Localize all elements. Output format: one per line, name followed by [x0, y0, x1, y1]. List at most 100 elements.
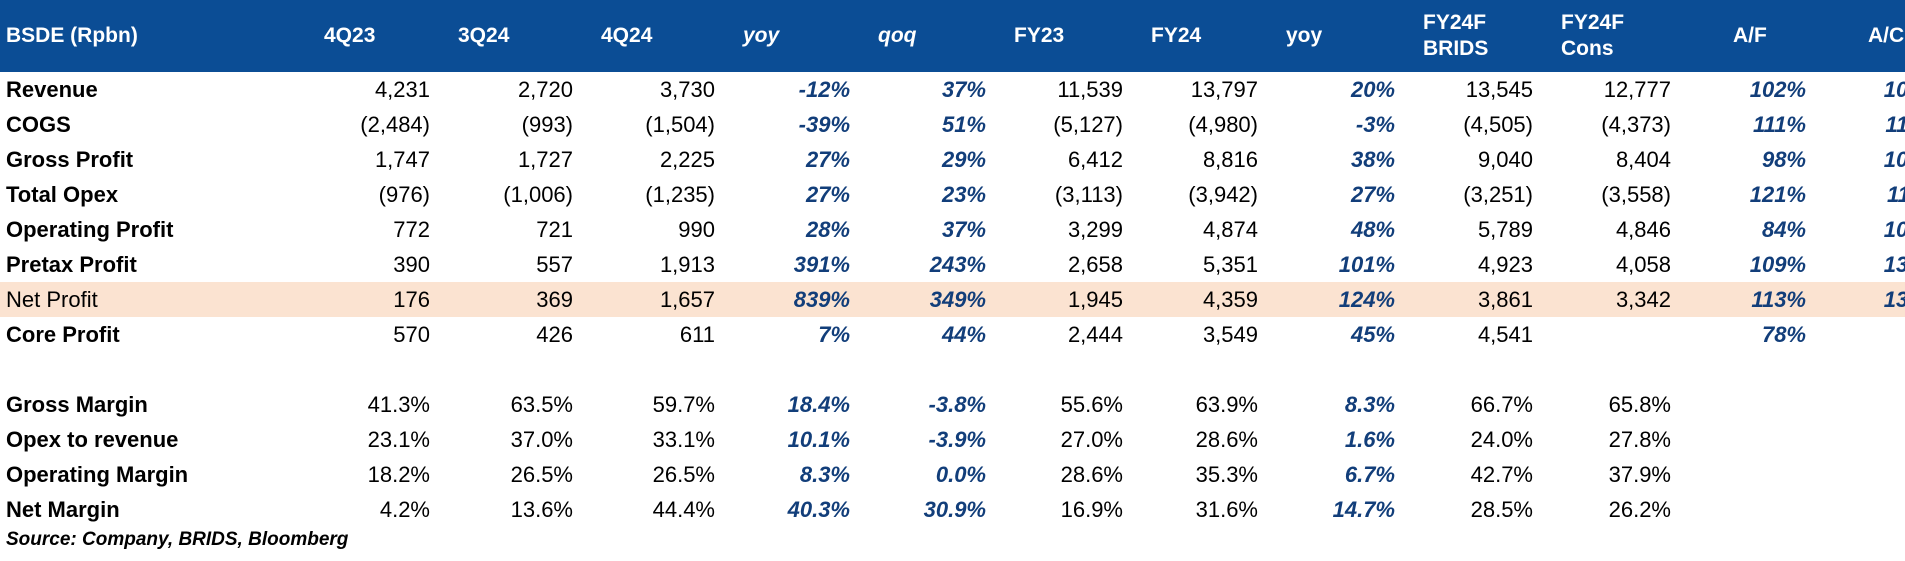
header-cell-fy24f-brids-line2: BRIDS — [1423, 37, 1489, 60]
table-cell: 3,342 — [1555, 282, 1693, 317]
header-cell-fy24f-brids-line1: FY24F — [1423, 11, 1487, 34]
table-cell: 4,541 — [1477, 321, 1533, 347]
table-row-revenue: Revenue 4,231 2,720 3,730 -12% 37% 11,539 13,79… — [0, 72, 1905, 107]
table-cell: (976) — [378, 181, 430, 207]
table-row-pretax-profit: Pretax Profit 390 557 1,913 391% 243% 2,658 5,3… — [0, 247, 1905, 282]
table-row-operating-profit: Operating Profit 772 721 990 28% 37% 3,299 4,87… — [0, 212, 1905, 247]
table-cell: 37% — [941, 76, 986, 102]
spacer-row — [0, 352, 1905, 387]
table-cell: 132% — [1883, 251, 1905, 277]
row-label: COGS — [6, 111, 71, 137]
table-cell: 41.3% — [367, 391, 430, 417]
header-cell-fy24f-brids: FY24F BRIDS — [1417, 0, 1555, 72]
table-cell: 109% — [1749, 251, 1806, 277]
table-cell: 426 — [536, 321, 573, 347]
table-cell: 3,299 — [1067, 216, 1123, 242]
table-cell: 390 — [393, 251, 430, 277]
row-label: Gross Profit — [6, 146, 134, 172]
table-cell: 5,789 — [1477, 216, 1533, 242]
table-cell: 7% — [818, 321, 850, 347]
source-note: Source: Company, BRIDS, Bloomberg — [6, 529, 349, 550]
row-label: Opex to revenue — [6, 426, 179, 452]
table-cell: 27% — [805, 146, 850, 172]
header-cell-fy24f-cons-line1: FY24F — [1561, 11, 1625, 34]
table-cell — [1693, 492, 1828, 527]
table-cell: 28.5% — [1470, 496, 1533, 522]
table-cell: 27% — [1350, 181, 1395, 207]
table-cell: (4,373) — [1601, 111, 1671, 137]
table-cell: (3,558) — [1601, 181, 1671, 207]
row-label: Operating Profit — [6, 216, 174, 242]
table-cell: 40.3% — [787, 496, 850, 522]
header-cell-3q24: 3Q24 — [452, 0, 595, 72]
table-cell: 35.3% — [1195, 461, 1258, 487]
table-cell: -3.8% — [928, 391, 986, 417]
table-cell: -3.9% — [928, 426, 986, 452]
table-cell: 8.3% — [799, 461, 850, 487]
table-cell: 2,720 — [517, 76, 573, 102]
table-cell: 3,549 — [1202, 321, 1258, 347]
table-cell: 9,040 — [1477, 146, 1533, 172]
table-cell: 369 — [452, 282, 595, 317]
table-cell — [1828, 422, 1905, 457]
table-cell: 27.0% — [1060, 426, 1123, 452]
table-cell: 28.6% — [1195, 426, 1258, 452]
table-cell: 10.1% — [787, 426, 850, 452]
row-label: Core Profit — [6, 321, 120, 347]
header-cell-4q23: 4Q23 — [318, 0, 452, 72]
table-cell — [1828, 457, 1905, 492]
table-cell: 4,058 — [1615, 251, 1671, 277]
table-cell: 24.0% — [1470, 426, 1533, 452]
row-label: Net Margin — [6, 496, 120, 522]
table-cell: 121% — [1749, 181, 1806, 207]
table-cell: (4,505) — [1463, 111, 1533, 137]
table-cell: (3,113) — [1054, 181, 1123, 207]
table-cell: 18.2% — [367, 461, 430, 487]
table-cell: 8,816 — [1202, 146, 1258, 172]
table-cell: 111% — [1886, 181, 1905, 207]
table-row-opex-to-revenue: Opex to revenue 23.1% 37.0% 33.1% 10.1% -3.9%… — [0, 422, 1905, 457]
table-cell: 63.9% — [1195, 391, 1258, 417]
table-cell: 27.8% — [1608, 426, 1671, 452]
table-cell: 105% — [1883, 146, 1905, 172]
table-cell: 243% — [929, 251, 986, 277]
header-cell-yoy-quarter: yoy — [737, 0, 872, 72]
table-cell: 44% — [941, 321, 986, 347]
table-cell: (1,235) — [645, 181, 715, 207]
table-cell: 55.6% — [1060, 391, 1123, 417]
table-cell: 101% — [1883, 216, 1905, 242]
table-cell: 27% — [805, 181, 850, 207]
table-cell: 124% — [1280, 282, 1417, 317]
table-cell: 0.0% — [935, 461, 986, 487]
header-cell-fy23: FY23 — [1008, 0, 1145, 72]
table-cell: 721 — [536, 216, 573, 242]
table-cell: -3% — [1355, 111, 1395, 137]
header-cell-fy24f-cons-line2: Cons — [1561, 37, 1614, 60]
table-cell: 16.9% — [1060, 496, 1123, 522]
table-cell: 37.0% — [510, 426, 573, 452]
table-cell: 30.9% — [923, 496, 986, 522]
table-cell: 26.2% — [1608, 496, 1671, 522]
table-cell: (1,504) — [645, 111, 715, 137]
table-cell: 111% — [1752, 111, 1806, 137]
table-cell — [1693, 457, 1828, 492]
table-cell: 48% — [1350, 216, 1395, 242]
table-cell: 4,231 — [374, 76, 430, 102]
table-cell: 26.5% — [510, 461, 573, 487]
header-cell-4q24: 4Q24 — [595, 0, 737, 72]
table-cell: 20% — [1350, 76, 1395, 102]
table-cell: 38% — [1350, 146, 1395, 172]
table-cell: 42.7% — [1470, 461, 1533, 487]
table-cell: 5,351 — [1202, 251, 1258, 277]
table-cell: 59.7% — [652, 391, 715, 417]
table-cell: 557 — [536, 251, 573, 277]
header-cell-actual-vs-forecast: A/F — [1693, 0, 1828, 72]
table-cell: 2,225 — [659, 146, 715, 172]
table-row-total-opex: Total Opex (976) (1,006) (1,235) 27% 23% (3,11… — [0, 177, 1905, 212]
table-cell: 391% — [793, 251, 850, 277]
table-cell: 1,657 — [595, 282, 737, 317]
table-cell: 4,359 — [1145, 282, 1280, 317]
table-cell: 11,539 — [1057, 76, 1123, 102]
table-cell: 23.1% — [367, 426, 430, 452]
row-label: Total Opex — [6, 181, 119, 207]
